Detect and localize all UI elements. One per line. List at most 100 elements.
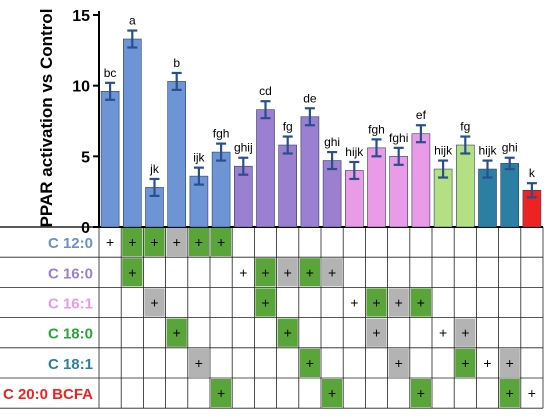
table-cell-mark: +: [328, 385, 336, 401]
table-cell-mark: +: [372, 325, 380, 341]
table-grid: + + + + + + + + + + + + + + + + + + + + + + + + + + + + + + + + + +: [0, 226, 544, 409]
table-cell-fill: [455, 318, 476, 347]
row-label: C 12:0: [48, 235, 93, 252]
table-cell-fill: [366, 288, 387, 317]
table-cell-mark: +: [195, 355, 203, 371]
table-cell-mark: +: [128, 234, 136, 250]
table-cell-fill: [255, 288, 276, 317]
table-cell-mark: +: [284, 264, 292, 280]
table-cell-mark: +: [150, 295, 158, 311]
row-labels: C 12:0 C 16:0 C 16:1 C 18:0 C 18:1 C 20:0 BCF…: [3, 235, 93, 403]
table-cell-mark: +: [439, 325, 447, 341]
table-cell-fill: [166, 228, 187, 257]
significance-letter: fg: [460, 120, 470, 134]
bar: [256, 109, 275, 228]
significance-letter: ghi: [502, 141, 518, 155]
table-cell-mark: +: [395, 295, 403, 311]
table-cell-fill: [255, 258, 276, 287]
y-axis-label: PPAR activation vs Control: [37, 9, 56, 228]
bar: [367, 147, 386, 228]
table-cell-fill: [299, 258, 320, 287]
table-cell-fill: [122, 258, 143, 287]
table-cell-fill: [277, 258, 298, 287]
table-cell-mark: +: [128, 264, 136, 280]
significance-letter: bc: [104, 66, 117, 80]
significance-letter: b: [173, 56, 180, 70]
table-cell-mark: +: [461, 355, 469, 371]
table-cell-mark: +: [261, 264, 269, 280]
table-cell-fill: [410, 379, 431, 408]
significance-letter: k: [529, 166, 536, 180]
table-cell-mark: +: [106, 234, 114, 250]
table-cell-fill: [388, 288, 409, 317]
row-label: C 20:0 BCFA: [3, 386, 93, 403]
significance-letter: hijk: [478, 144, 497, 158]
table-cell-mark: +: [506, 355, 514, 371]
table-cell-mark: +: [417, 295, 425, 311]
table-cell-fill: [299, 348, 320, 377]
table-cell-mark: +: [306, 355, 314, 371]
table-cell-mark: +: [395, 355, 403, 371]
significance-letter: cd: [259, 84, 272, 98]
table-cell-mark: +: [328, 264, 336, 280]
bar: [123, 38, 142, 228]
table-cell-mark: +: [306, 264, 314, 280]
table-cell-fill: [144, 228, 165, 257]
table-cell-mark: +: [483, 355, 491, 371]
table-cell-fill: [499, 348, 520, 377]
table-cell-fill: [455, 348, 476, 377]
significance-letter: hijk: [434, 144, 453, 158]
table-cell-fill: [277, 318, 298, 347]
y-tick-label: 0: [81, 220, 90, 237]
table-cell-mark: +: [461, 325, 469, 341]
table-cell-mark: +: [173, 325, 181, 341]
significance-letter: fgh: [368, 122, 385, 136]
significance-letter: fgh: [213, 127, 230, 141]
table-cell-fill: [188, 228, 209, 257]
table-cell-mark: +: [284, 325, 292, 341]
bar: [411, 133, 431, 228]
y-tick-label: 15: [72, 8, 90, 25]
significance-letter: ghi: [324, 135, 340, 149]
bar: [300, 116, 320, 228]
table-cell-fill: [144, 288, 165, 317]
significance-letter: hijk: [345, 145, 364, 159]
table-cell-fill: [499, 379, 520, 408]
bar: [211, 151, 231, 228]
table-cell-fill: [322, 258, 343, 287]
y-axis: 0 5 10 15: [72, 8, 100, 237]
table-cell-mark: +: [372, 295, 380, 311]
row-label: C 16:0: [48, 265, 93, 282]
y-tick-label: 10: [72, 79, 90, 96]
significance-letter: fghi: [389, 131, 408, 145]
table-cell-mark: +: [350, 295, 358, 311]
table-cell-mark: +: [150, 234, 158, 250]
bar: [500, 163, 520, 228]
row-label: C 18:0: [48, 326, 93, 343]
bar: [455, 144, 475, 228]
significance-letter: fg: [283, 120, 293, 134]
table-cell-fill: [188, 348, 209, 377]
significance-letter: ef: [416, 108, 427, 122]
significance-letter: jk: [149, 162, 160, 176]
significance-letter: ijk: [193, 151, 205, 165]
table-cell-mark: +: [261, 295, 269, 311]
table-cell-mark: +: [217, 234, 225, 250]
table-cell-mark: +: [528, 385, 536, 401]
y-tick-label: 5: [81, 149, 90, 166]
table-cell-fill: [211, 228, 232, 257]
table-cell-fill: [366, 318, 387, 347]
bar: [322, 160, 342, 228]
table-cell-mark: +: [217, 385, 225, 401]
table-cell-fill: [388, 348, 409, 377]
table-cell-fill: [166, 318, 187, 347]
table-cell-mark: +: [417, 385, 425, 401]
table-cell-mark: +: [239, 264, 247, 280]
significance-letter: a: [129, 14, 136, 28]
table-cell-fill: [211, 379, 232, 408]
significance-letter: de: [303, 91, 317, 105]
table-cell-mark: +: [506, 385, 514, 401]
row-label: C 16:1: [48, 296, 93, 313]
